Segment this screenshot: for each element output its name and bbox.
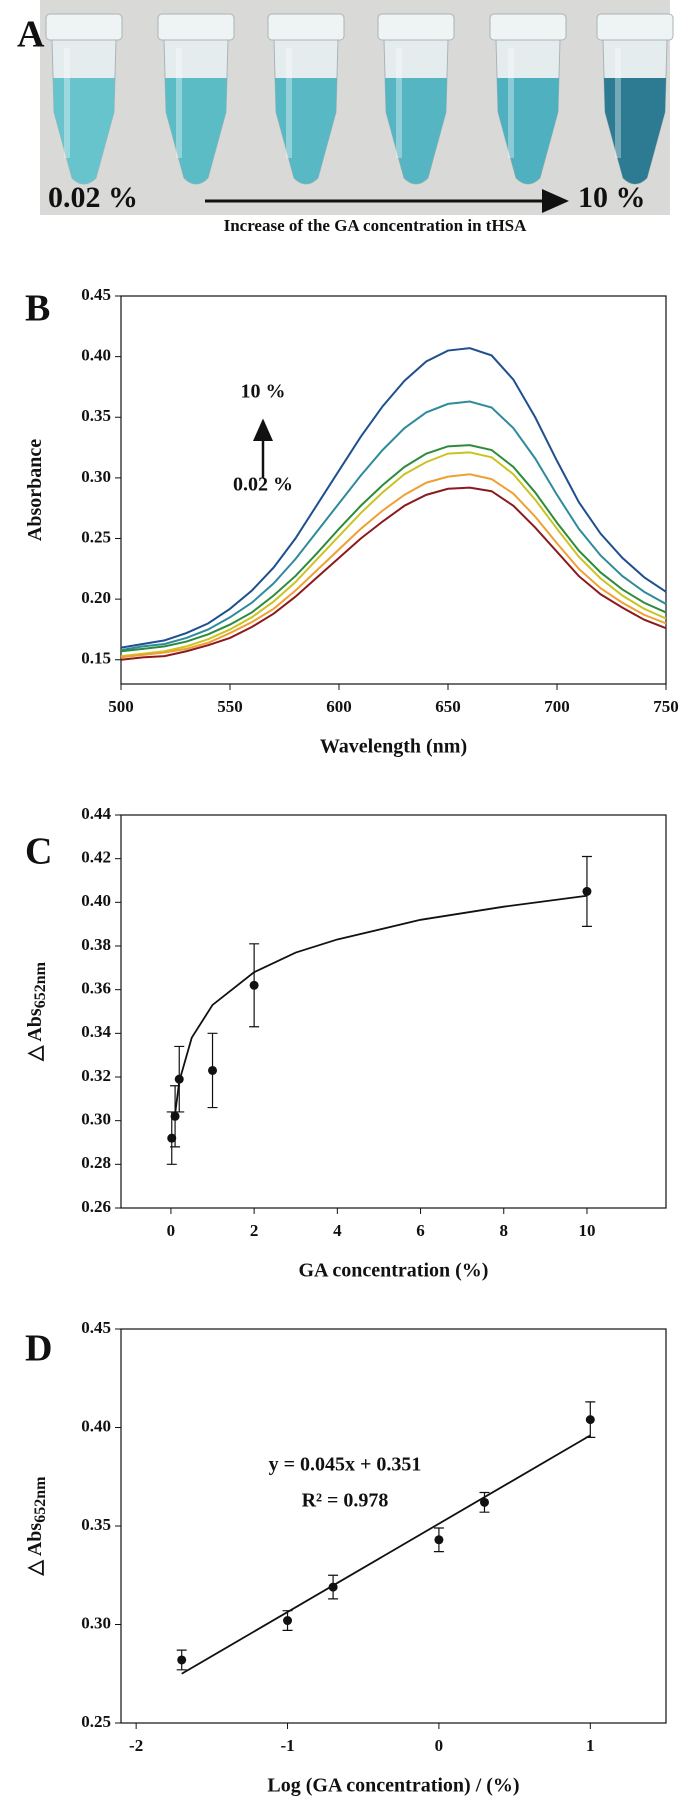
panel-letter: A	[17, 14, 45, 56]
y-axis-label: △ Abs652nm	[24, 1476, 49, 1577]
y-tick-label: 0.40	[81, 891, 111, 910]
data-point	[174, 1074, 184, 1084]
x-tick-label: 0	[167, 1221, 176, 1240]
y-tick-label: 0.44	[81, 804, 111, 823]
y-tick-label: 0.40	[81, 346, 111, 365]
x-tick-label: 550	[217, 697, 243, 716]
plot-frame	[120, 295, 667, 685]
x-tick-label: 6	[416, 1221, 425, 1240]
annotation: y = 0.045x + 0.351	[269, 1454, 422, 1476]
data-point	[479, 1497, 489, 1507]
x-axis-label: Log (GA concentration) / (%)	[267, 1775, 519, 1797]
data-line	[120, 444, 667, 653]
y-tick-label: 0.30	[81, 467, 111, 486]
y-tick-label: 0.42	[81, 848, 111, 867]
x-tick-label: -2	[129, 1736, 143, 1755]
annotation: 10 %	[241, 381, 286, 403]
y-tick-label: 0.32	[81, 1066, 111, 1085]
photo-left-label: 0.02 %	[48, 181, 138, 214]
y-tick-label: 0.45	[81, 1318, 111, 1337]
x-tick-label: 0	[435, 1736, 444, 1755]
x-tick-label: 750	[653, 697, 679, 716]
data-point	[177, 1655, 187, 1665]
x-tick-label: 2	[250, 1221, 259, 1240]
data-line	[120, 473, 667, 659]
y-axis-label-text: Absorbance	[24, 439, 46, 541]
y-axis-label-text: △ Abs	[24, 1523, 46, 1577]
panel-letter: B	[25, 288, 50, 330]
data-line	[120, 347, 667, 649]
y-tick-label: 0.34	[81, 1022, 111, 1041]
x-axis-label: Wavelength (nm)	[320, 736, 467, 758]
data-point	[585, 1415, 595, 1425]
data-line	[120, 400, 667, 652]
photo-caption: Increase of the GA concentration in tHSA	[224, 216, 528, 235]
annotation: 0.02 %	[233, 474, 293, 496]
x-tick-label: -1	[280, 1736, 294, 1755]
annotation: R² = 0.978	[302, 1490, 389, 1512]
data-point	[283, 1616, 293, 1626]
x-tick-label: 650	[435, 697, 461, 716]
x-tick-label: 10	[578, 1221, 595, 1240]
y-tick-label: 0.35	[81, 1515, 111, 1534]
y-tick-label: 0.40	[81, 1416, 111, 1435]
fit-line	[174, 894, 588, 1115]
y-axis-label-subscript: 652nm	[32, 1476, 49, 1523]
panel-letter: C	[25, 831, 52, 873]
y-axis-label: △ Abs652nm	[24, 961, 49, 1062]
y-tick-label: 0.45	[81, 285, 111, 304]
x-tick-label: 700	[544, 697, 570, 716]
y-tick-label: 0.30	[81, 1110, 111, 1129]
chart-panel: D 0.25 0.30 0.35 0.40 0.45 -2 -1 0 1 Log (GA conce…	[24, 1318, 667, 1797]
photo-panel: A 0.02 % 10 % Increase of the GA concent…	[17, 0, 674, 235]
y-tick-label: 0.26	[81, 1197, 111, 1216]
x-tick-label: 1	[586, 1736, 595, 1755]
photo-right-label: 10 %	[578, 181, 646, 214]
x-tick-label: 8	[499, 1221, 508, 1240]
y-tick-label: 0.28	[81, 1153, 111, 1172]
data-point	[582, 886, 592, 896]
data-point	[208, 1065, 218, 1075]
x-axis-label: GA concentration (%)	[299, 1260, 489, 1282]
x-tick-label: 600	[326, 697, 352, 716]
data-point	[328, 1582, 338, 1592]
y-tick-label: 0.36	[81, 979, 111, 998]
plot-frame	[120, 1328, 667, 1724]
y-tick-label: 0.35	[81, 406, 111, 425]
y-axis-label-subscript: 652nm	[32, 961, 49, 1008]
y-tick-label: 0.25	[81, 527, 111, 546]
y-axis-label-text: △ Abs	[24, 1008, 46, 1062]
chart-panel: C 0.26 0.28 0.30 0.32 0.34 0.36 0.38 0.40 0.42 0.4…	[24, 804, 667, 1282]
y-tick-label: 0.20	[81, 588, 111, 607]
data-point	[434, 1535, 444, 1545]
y-tick-label: 0.15	[81, 649, 111, 668]
data-point	[170, 1111, 180, 1121]
data-point	[167, 1133, 177, 1143]
data-point	[249, 980, 259, 990]
panel-letter: D	[25, 1328, 52, 1370]
y-tick-label: 0.38	[81, 935, 111, 954]
fit-line	[181, 1434, 591, 1675]
x-tick-label: 500	[108, 697, 134, 716]
data-line	[120, 451, 667, 658]
x-tick-label: 4	[333, 1221, 342, 1240]
y-tick-label: 0.30	[81, 1613, 111, 1632]
data-line	[120, 486, 667, 661]
plot-frame	[120, 814, 667, 1209]
y-axis-label: Absorbance	[24, 439, 46, 541]
chart-panel: B 0.15 0.20 0.25 0.30 0.35 0.40 0.45 500 550 600 65…	[24, 285, 679, 758]
y-tick-label: 0.25	[81, 1712, 111, 1731]
